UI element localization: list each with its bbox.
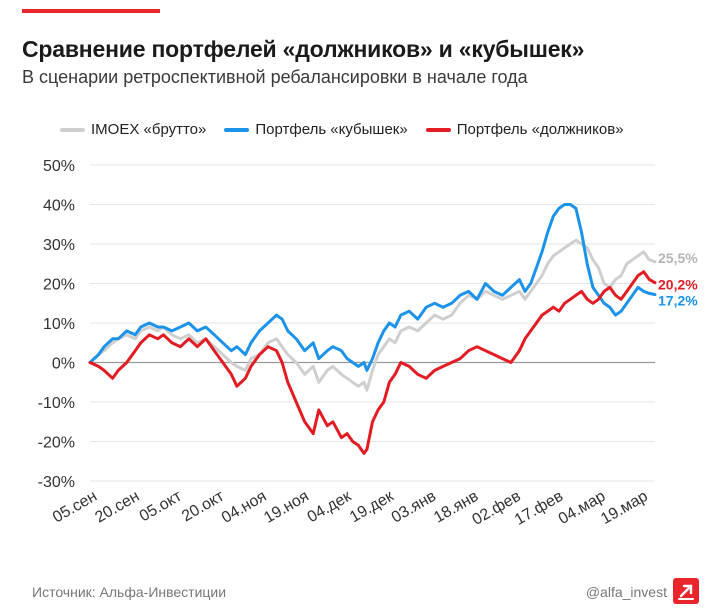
x-tick-label: 20.окт xyxy=(179,487,228,525)
x-tick-label: 02.фев xyxy=(470,488,524,529)
end-label-imoex: 25,5% xyxy=(658,250,698,266)
x-tick-label: 05.окт xyxy=(137,487,186,525)
y-tick-label: -20% xyxy=(38,435,75,452)
alfa-logo-icon xyxy=(673,578,699,604)
legend-swatch-savers xyxy=(224,127,250,132)
x-tick-label: 19.мар xyxy=(598,488,651,528)
x-tick-label: 05.сен xyxy=(50,488,100,527)
y-tick-label: 30% xyxy=(43,237,75,254)
x-tick-label: 04.дек xyxy=(305,487,355,526)
series-line-debtors xyxy=(88,270,657,455)
y-tick-label: 40% xyxy=(43,198,75,215)
x-tick-label: 20.сен xyxy=(92,488,142,527)
y-tick-label: -10% xyxy=(38,395,75,412)
legend-label-imoex: IMOEX «брутто» xyxy=(91,121,207,138)
legend-swatch-imoex xyxy=(60,127,85,132)
y-tick-label: 50% xyxy=(43,158,75,175)
series-line-imoex xyxy=(88,238,657,392)
y-tick-label: 10% xyxy=(43,316,75,333)
legend-item-savers[interactable]: Портфель «кубышек» xyxy=(224,121,408,138)
y-tick-label: 20% xyxy=(43,277,75,294)
x-tick-label: 19.дек xyxy=(347,487,397,526)
series-line-savers xyxy=(88,203,657,372)
legend-item-imoex[interactable]: IMOEX «брутто» xyxy=(60,121,206,138)
x-tick-label: 04.ноя xyxy=(219,488,270,527)
line-chart: 50% 40% 30% 20% 10% 0% -10% -20% -30%05.сен20.се… xyxy=(38,158,699,529)
legend-item-debtors[interactable]: Портфель «должников» xyxy=(425,121,624,138)
accent-bar xyxy=(22,9,160,13)
x-tick-label: 03.янв xyxy=(389,488,439,527)
x-tick-label: 04.мар xyxy=(556,488,609,528)
y-tick-label: -30% xyxy=(38,474,75,491)
y-tick-label: 0% xyxy=(52,356,75,373)
chart-title: Сравнение портфелей «должников» и «кубыш… xyxy=(22,36,585,62)
legend-swatch-debtors xyxy=(425,127,451,132)
legend-label-debtors: Портфель «должников» xyxy=(456,121,624,138)
x-tick-label: 19.ноя xyxy=(261,488,312,527)
end-label-savers: 17,2% xyxy=(658,293,698,309)
legend: IMOEX «брутто» Портфель «кубышек» Портфе… xyxy=(60,121,642,138)
source-note: Источник: Альфа-Инвестиции xyxy=(32,584,227,600)
legend-label-savers: Портфель «кубышек» xyxy=(255,121,408,138)
chart-subtitle: В сценарии ретроспективной ребалансировк… xyxy=(22,67,528,87)
social-handle[interactable]: @alfa_invest xyxy=(585,584,667,600)
x-tick-label: 17.фев xyxy=(512,488,566,529)
end-label-debtors: 20,2% xyxy=(658,277,698,293)
